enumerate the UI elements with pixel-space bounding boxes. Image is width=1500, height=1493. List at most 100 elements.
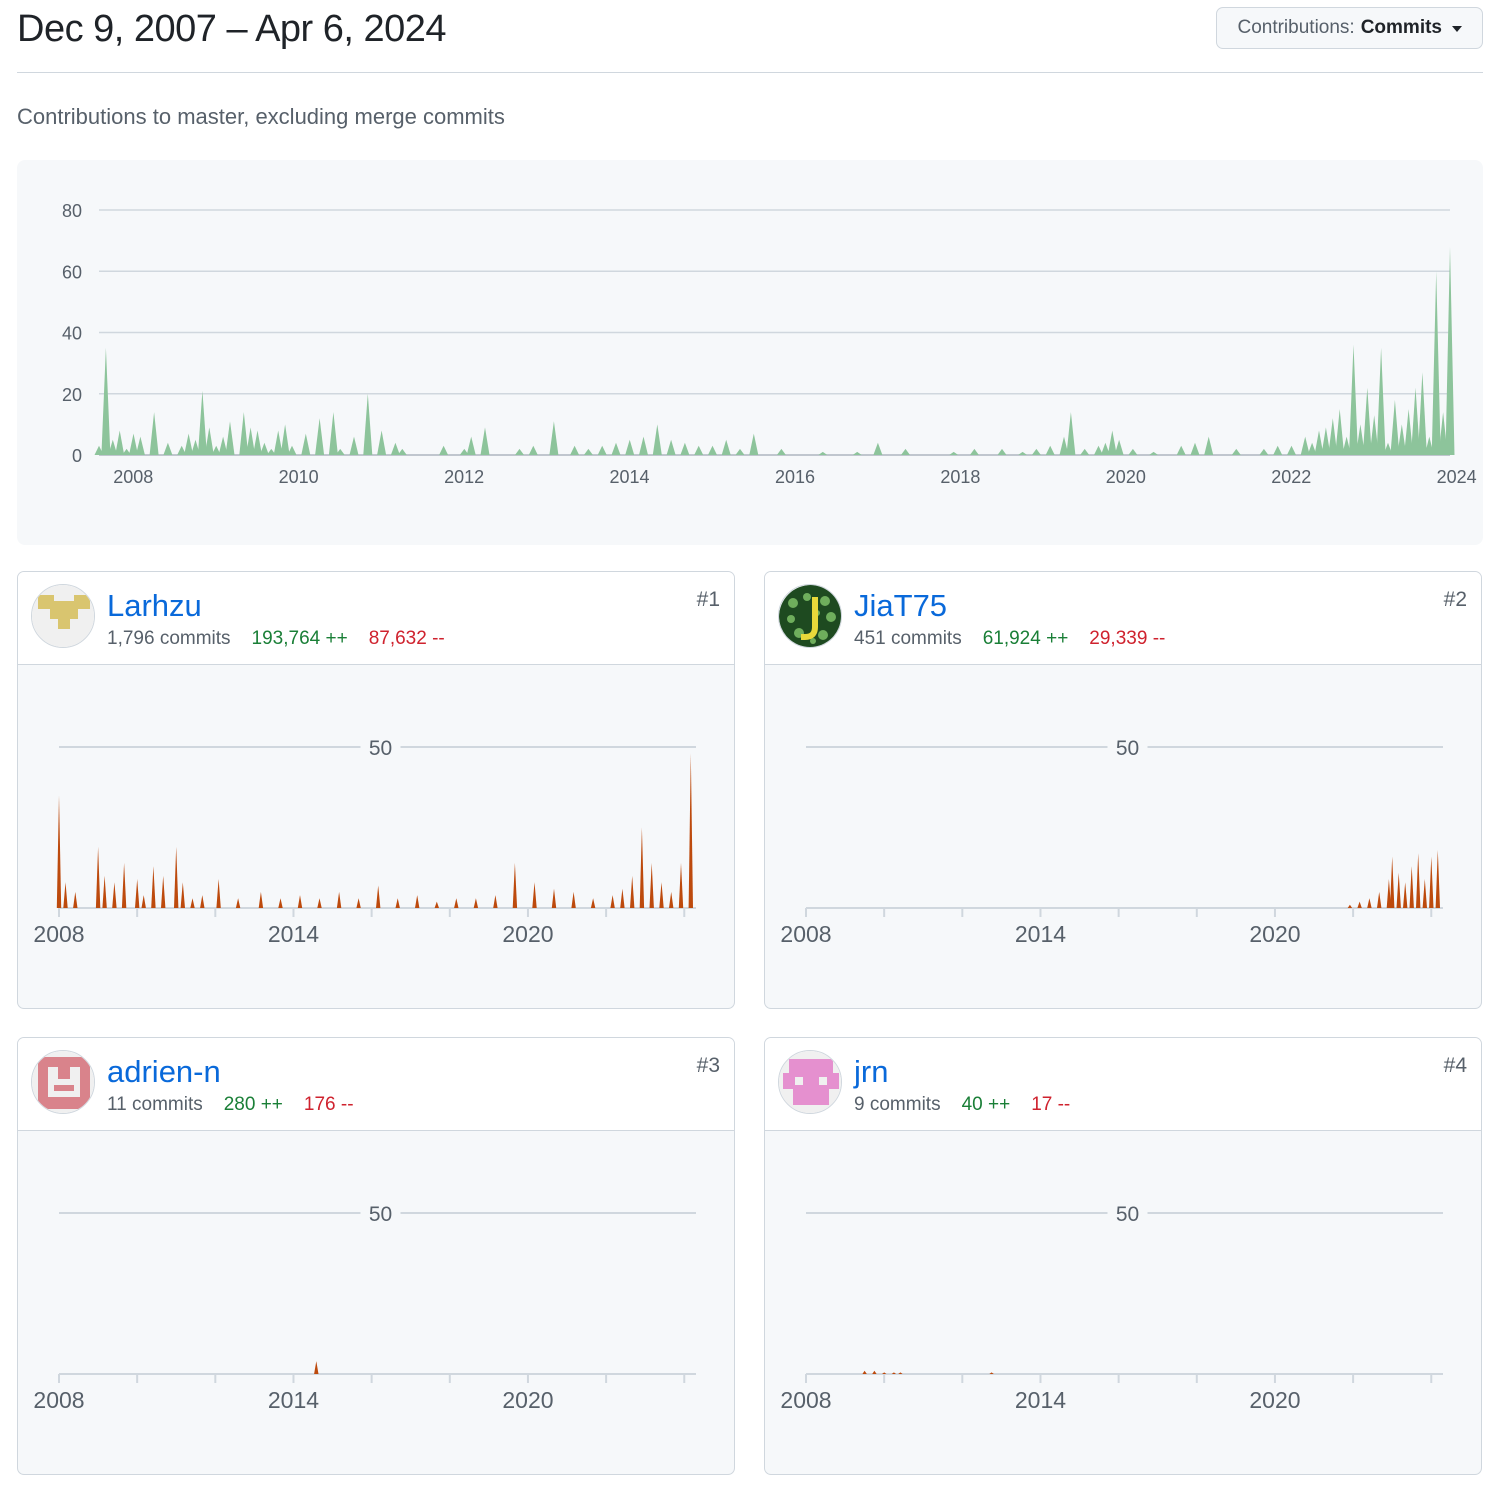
data-point-spike[interactable] bbox=[1445, 246, 1455, 455]
data-point-spike[interactable] bbox=[1149, 451, 1159, 455]
data-point-spike[interactable] bbox=[852, 451, 862, 455]
contributor-login[interactable]: Larhzu bbox=[107, 588, 202, 623]
data-point-spike[interactable] bbox=[253, 430, 262, 456]
data-point-spike[interactable] bbox=[549, 421, 559, 455]
data-point-spike[interactable] bbox=[678, 862, 684, 908]
data-point-spike[interactable] bbox=[1416, 853, 1421, 908]
data-point-spike[interactable] bbox=[135, 879, 140, 908]
data-point-spike[interactable] bbox=[95, 846, 101, 908]
data-point-spike[interactable] bbox=[989, 1372, 994, 1374]
data-point-spike[interactable] bbox=[659, 882, 664, 908]
data-point-spike[interactable] bbox=[512, 862, 518, 908]
data-point-spike[interactable] bbox=[239, 412, 249, 455]
data-point-spike[interactable] bbox=[1349, 344, 1358, 455]
data-point-spike[interactable] bbox=[611, 442, 621, 455]
data-point-spike[interactable] bbox=[280, 424, 290, 455]
data-point-spike[interactable] bbox=[73, 891, 78, 908]
data-point-spike[interactable] bbox=[1094, 445, 1103, 455]
data-point-spike[interactable] bbox=[1383, 442, 1393, 455]
data-point-spike[interactable] bbox=[1321, 427, 1331, 455]
data-point-spike[interactable] bbox=[151, 866, 156, 908]
contributor-login[interactable]: adrien-n bbox=[107, 1054, 221, 1089]
data-point-spike[interactable] bbox=[1176, 445, 1186, 455]
data-point-spike[interactable] bbox=[1367, 898, 1372, 908]
data-point-spike[interactable] bbox=[376, 885, 381, 909]
data-point-spike[interactable] bbox=[218, 436, 228, 455]
data-point-spike[interactable] bbox=[129, 433, 138, 455]
data-point-spike[interactable] bbox=[180, 882, 185, 908]
data-point-spike[interactable] bbox=[112, 882, 117, 908]
data-point-spike[interactable] bbox=[1114, 439, 1124, 455]
data-point-spike[interactable] bbox=[94, 445, 104, 455]
data-point-spike[interactable] bbox=[571, 891, 576, 908]
data-point-spike[interactable] bbox=[515, 448, 524, 455]
avatar-identicon-red-icon[interactable] bbox=[31, 1050, 95, 1114]
data-point-spike[interactable] bbox=[273, 430, 283, 456]
avatar-green-pattern-j-icon[interactable] bbox=[778, 584, 842, 648]
commit-count[interactable]: 451 commits bbox=[854, 628, 962, 649]
data-point-spike[interactable] bbox=[473, 898, 479, 908]
data-point-spike[interactable] bbox=[708, 445, 717, 455]
data-point-spike[interactable] bbox=[459, 448, 469, 455]
data-point-spike[interactable] bbox=[1377, 891, 1382, 908]
data-point-spike[interactable] bbox=[1231, 448, 1241, 455]
data-point-spike[interactable] bbox=[873, 442, 883, 455]
data-point-spike[interactable] bbox=[216, 879, 221, 908]
data-point-spike[interactable] bbox=[335, 448, 345, 455]
data-point-spike[interactable] bbox=[466, 436, 476, 455]
data-point-spike[interactable] bbox=[122, 448, 132, 455]
data-point-spike[interactable] bbox=[336, 891, 342, 908]
data-point-spike[interactable] bbox=[1259, 448, 1269, 455]
data-point-spike[interactable] bbox=[1429, 856, 1434, 909]
commit-count[interactable]: 1,796 commits bbox=[107, 628, 231, 649]
data-point-spike[interactable] bbox=[1190, 442, 1200, 455]
data-point-spike[interactable] bbox=[363, 393, 373, 455]
data-point-spike[interactable] bbox=[101, 347, 111, 455]
data-point-spike[interactable] bbox=[135, 436, 145, 455]
data-point-spike[interactable] bbox=[1355, 424, 1365, 455]
data-point-spike[interactable] bbox=[1417, 372, 1427, 455]
data-point-spike[interactable] bbox=[898, 1372, 903, 1374]
data-point-spike[interactable] bbox=[454, 898, 459, 908]
data-point-spike[interactable] bbox=[630, 875, 635, 908]
data-point-spike[interactable] bbox=[1397, 424, 1407, 455]
data-point-spike[interactable] bbox=[259, 442, 269, 455]
data-point-spike[interactable] bbox=[246, 427, 256, 455]
contributor-login[interactable]: JiaT75 bbox=[854, 588, 948, 623]
data-point-spike[interactable] bbox=[197, 390, 207, 455]
data-point-spike[interactable] bbox=[314, 1361, 319, 1374]
data-point-spike[interactable] bbox=[1390, 399, 1400, 455]
data-point-spike[interactable] bbox=[997, 448, 1007, 455]
data-point-spike[interactable] bbox=[200, 895, 205, 908]
data-point-spike[interactable] bbox=[1424, 436, 1434, 455]
data-point-spike[interactable] bbox=[278, 898, 283, 908]
data-point-spike[interactable] bbox=[191, 439, 200, 455]
data-point-spike[interactable] bbox=[639, 827, 645, 909]
data-point-spike[interactable] bbox=[688, 753, 693, 908]
data-point-spike[interactable] bbox=[1066, 412, 1076, 455]
data-point-spike[interactable] bbox=[551, 888, 557, 908]
data-point-spike[interactable] bbox=[439, 445, 449, 455]
avatar-identicon-gold-icon[interactable] bbox=[31, 584, 95, 648]
contributions-dropdown[interactable]: Contributions: Commits bbox=[1216, 7, 1483, 49]
data-point-spike[interactable] bbox=[597, 445, 607, 455]
data-point-spike[interactable] bbox=[1411, 387, 1420, 455]
data-point-spike[interactable] bbox=[317, 898, 322, 908]
data-point-spike[interactable] bbox=[1045, 445, 1055, 455]
data-point-spike[interactable] bbox=[1300, 436, 1310, 455]
data-point-spike[interactable] bbox=[115, 430, 125, 456]
contributor-login[interactable]: jrn bbox=[854, 1054, 889, 1089]
data-point-spike[interactable] bbox=[1431, 271, 1441, 455]
data-point-spike[interactable] bbox=[639, 436, 648, 455]
data-point-spike[interactable] bbox=[1386, 879, 1392, 908]
data-point-spike[interactable] bbox=[721, 439, 731, 455]
data-point-spike[interactable] bbox=[1404, 409, 1414, 455]
data-point-spike[interactable] bbox=[149, 412, 159, 455]
data-point-spike[interactable] bbox=[1376, 347, 1386, 455]
data-point-spike[interactable] bbox=[190, 898, 195, 908]
data-point-spike[interactable] bbox=[1204, 436, 1214, 455]
commit-count[interactable]: 11 commits bbox=[107, 1094, 203, 1115]
data-point-spike[interactable] bbox=[258, 891, 264, 908]
data-point-spike[interactable] bbox=[882, 1372, 887, 1374]
data-point-spike[interactable] bbox=[163, 442, 173, 455]
